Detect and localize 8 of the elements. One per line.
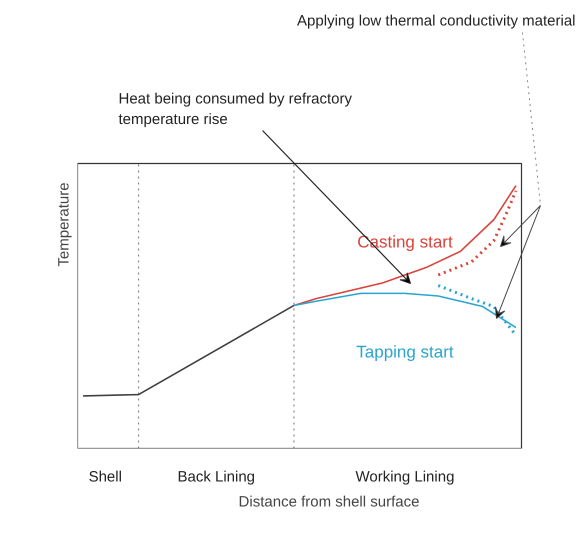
text: Heat being consumed by refractory temperature rise [118,90,352,128]
x-tick-label: Working Lining [355,468,454,486]
x-tick-label: Shell [88,468,122,486]
x-tick-label: Back Lining [177,468,256,486]
text: Tapping start [356,342,454,362]
text: Applying low thermal conductivity material [297,12,576,30]
x-axis-title: Distance from shell surface [238,494,420,510]
y-axis-title: Temperature [56,182,72,267]
